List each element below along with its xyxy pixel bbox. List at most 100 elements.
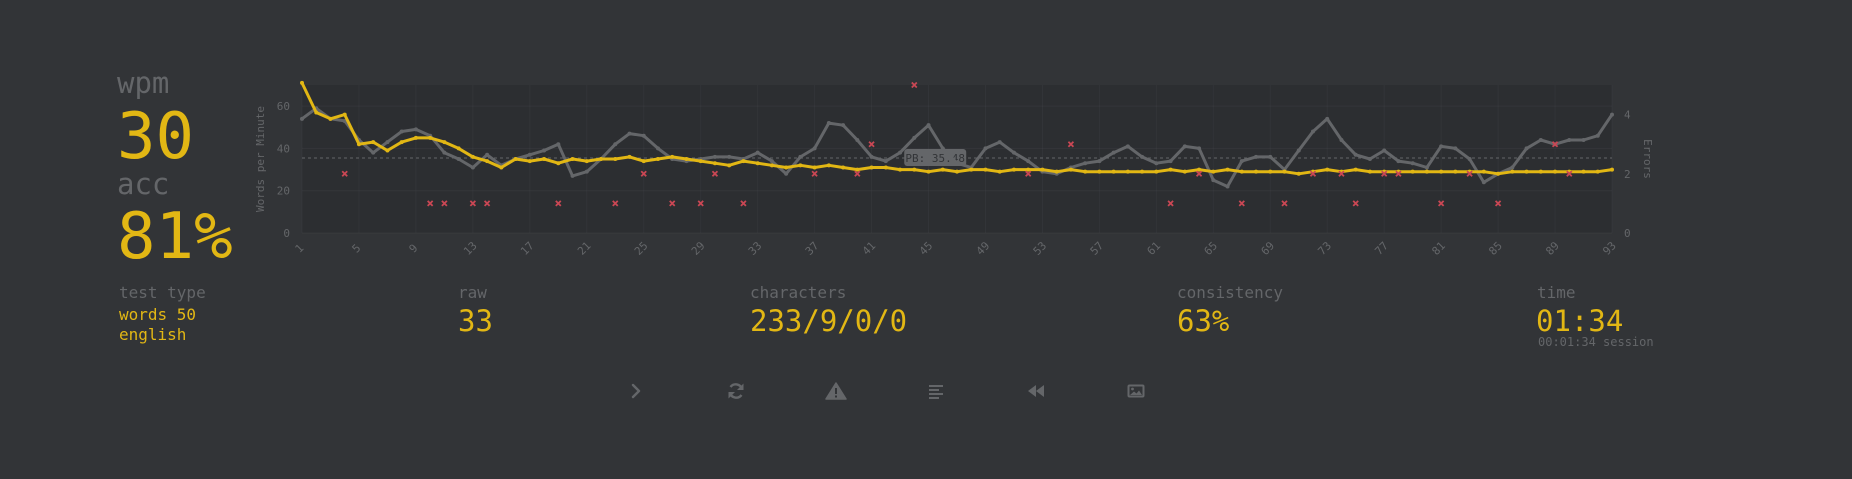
x-tick-label: 93 xyxy=(1600,239,1619,258)
raw-point xyxy=(997,140,1002,145)
wpm-point xyxy=(784,165,789,170)
wpm-point xyxy=(926,169,931,174)
raw-point xyxy=(1353,152,1358,157)
restart-test-button[interactable] xyxy=(720,376,752,406)
acc-value[interactable]: 81% xyxy=(117,200,233,274)
error-point xyxy=(555,200,562,207)
next-test-button[interactable] xyxy=(620,376,652,406)
word-history-button[interactable] xyxy=(920,376,952,406)
x-tick-label: 1 xyxy=(293,242,307,256)
wpm-point xyxy=(898,167,903,172)
error-point xyxy=(711,170,719,177)
wpm-point xyxy=(826,163,831,168)
y-left-tick-label: 20 xyxy=(277,185,290,198)
raw-point xyxy=(983,146,988,151)
wpm-point xyxy=(470,154,475,159)
wpm-point xyxy=(1610,167,1614,172)
y-left-tick-label: 0 xyxy=(283,227,290,240)
x-tick-label: 65 xyxy=(1202,239,1221,258)
characters-value[interactable]: 233/9/0/0 xyxy=(750,304,908,338)
wpm-point xyxy=(627,154,632,159)
wpm-point xyxy=(997,169,1002,174)
wpm-point xyxy=(328,116,333,121)
test-type-language: english xyxy=(119,325,187,344)
wpm-point xyxy=(1296,171,1301,176)
raw-point xyxy=(826,121,831,126)
wpm-label: wpm xyxy=(117,66,170,100)
raw-point xyxy=(855,137,860,142)
x-tick-label: 61 xyxy=(1145,239,1164,258)
wpm-point xyxy=(513,157,518,161)
raw-point xyxy=(442,150,447,155)
raw-point xyxy=(527,152,532,157)
wpm-point xyxy=(641,159,646,164)
wpm-point xyxy=(1367,169,1372,174)
raw-point xyxy=(912,135,917,140)
wpm-point xyxy=(1595,169,1600,174)
x-tick-label: 29 xyxy=(689,239,708,258)
x-tick-label: 81 xyxy=(1429,239,1448,258)
raw-point xyxy=(841,123,846,128)
wpm-point xyxy=(727,163,732,168)
error-point xyxy=(1025,170,1032,177)
wpm-point xyxy=(314,110,319,115)
wpm-point xyxy=(442,140,447,145)
wpm-point xyxy=(741,159,746,164)
x-tick-label: 9 xyxy=(406,242,420,256)
x-tick-label: 89 xyxy=(1543,239,1562,258)
wpm-value[interactable]: 30 xyxy=(117,100,195,174)
raw-point xyxy=(1182,144,1187,149)
raw-point xyxy=(613,142,618,147)
x-tick-label: 33 xyxy=(746,239,765,258)
error-point xyxy=(1395,170,1402,177)
x-tick-label: 53 xyxy=(1031,239,1050,258)
wpm-point xyxy=(542,157,547,161)
wpm-point xyxy=(1254,169,1259,174)
wpm-point xyxy=(1026,167,1031,172)
wpm-point xyxy=(456,146,461,151)
report-problem-button[interactable] xyxy=(820,376,852,406)
x-tick-label: 73 xyxy=(1315,239,1334,258)
test-type-mode: words 50 xyxy=(119,305,197,324)
pb-label-box xyxy=(904,148,967,166)
y-left-tick-label: 40 xyxy=(277,142,290,155)
raw-point xyxy=(1367,157,1372,161)
raw-point xyxy=(1382,148,1387,153)
time-value[interactable]: 01:34 xyxy=(1536,304,1624,338)
raw-point xyxy=(898,150,903,155)
consistency-label: consistency xyxy=(1177,283,1283,302)
wpm-point xyxy=(798,163,803,168)
wpm-point xyxy=(940,167,945,172)
raw-point xyxy=(883,159,888,164)
raw-point xyxy=(371,150,376,155)
save-screenshot-button[interactable] xyxy=(1120,376,1152,406)
y-left-axis-title: Words per Minute xyxy=(254,106,267,212)
raw-point xyxy=(1097,159,1102,164)
watch-replay-button[interactable] xyxy=(1020,376,1052,406)
y-right-tick-label: 4 xyxy=(1624,109,1631,122)
error-point xyxy=(1566,170,1573,177)
raw-point xyxy=(812,146,817,151)
wpm-point xyxy=(1439,169,1444,174)
wpm-point xyxy=(1325,167,1330,172)
wpm-point xyxy=(1154,169,1159,174)
consistency-value[interactable]: 63% xyxy=(1177,304,1230,338)
wpm-point xyxy=(684,157,689,161)
wpm-point xyxy=(556,161,561,166)
wpm-point xyxy=(300,80,304,85)
wpm-point xyxy=(698,159,703,164)
wpm-point xyxy=(869,165,874,170)
raw-point xyxy=(1310,129,1315,134)
wpm-point xyxy=(1538,169,1543,174)
raw-point xyxy=(1510,165,1515,170)
raw-point xyxy=(1268,154,1273,159)
error-point xyxy=(1338,170,1345,177)
raw-point xyxy=(1424,165,1429,170)
raw-value[interactable]: 33 xyxy=(458,304,493,338)
wpm-point xyxy=(883,165,888,170)
wpm-point xyxy=(969,167,974,172)
raw-point xyxy=(300,116,304,121)
wpm-point xyxy=(1524,169,1529,174)
raw-point xyxy=(1481,180,1486,185)
